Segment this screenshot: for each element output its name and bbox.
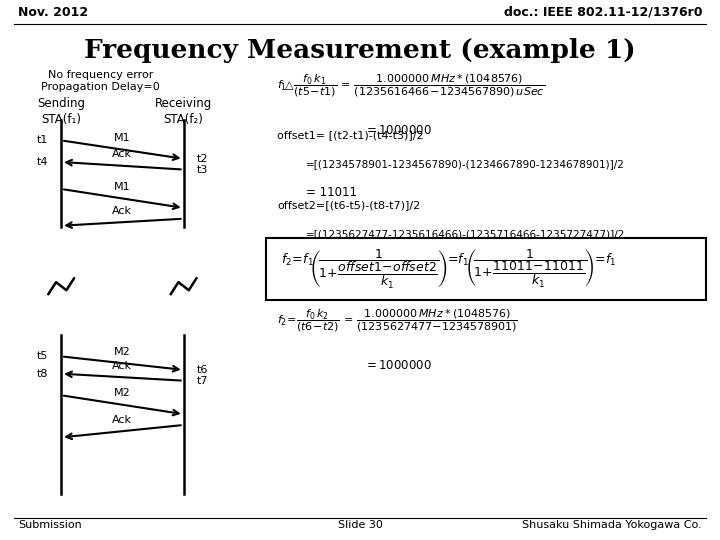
Text: $f_2\!=\!\dfrac{f_0\,k_2}{(t6\!-\!t2)}$$\,=\,\dfrac{1.000000\,MHz*(1048576)}{(12: $f_2\!=\!\dfrac{f_0\,k_2}{(t6\!-\!t2)}$$… <box>277 308 518 334</box>
Text: t7: t7 <box>197 376 208 386</box>
Text: Frequency Measurement (example 1): Frequency Measurement (example 1) <box>84 38 636 63</box>
Text: Shusaku Shimada Yokogawa Co.: Shusaku Shimada Yokogawa Co. <box>523 520 702 530</box>
Text: Ack: Ack <box>112 149 132 159</box>
Text: Propagation Delay=0: Propagation Delay=0 <box>42 82 160 92</box>
Text: t3: t3 <box>197 165 208 174</box>
Text: Ack: Ack <box>112 361 132 370</box>
Text: M1: M1 <box>114 133 131 143</box>
Text: t1: t1 <box>37 136 48 145</box>
Text: $f_1\!\!\bigtriangleup\!\dfrac{f_0\,k_1}{(t5\!-\!t1)}$$\,=\,\dfrac{1.000000\,MHz: $f_1\!\!\bigtriangleup\!\dfrac{f_0\,k_1}… <box>277 73 545 99</box>
Text: Ack: Ack <box>112 206 132 215</box>
Text: $f_2\!=\!f_1\!\left(\!\dfrac{1}{1\!+\!\dfrac{offset1\!-\!offset2}{k_1}}\!\right): $f_2\!=\!f_1\!\left(\!\dfrac{1}{1\!+\!\d… <box>281 247 616 290</box>
Text: $= 1000000$: $= 1000000$ <box>364 124 431 137</box>
Text: t8: t8 <box>37 369 48 379</box>
Text: Sending
STA(f₁): Sending STA(f₁) <box>37 97 85 126</box>
Text: Nov. 2012: Nov. 2012 <box>18 6 88 19</box>
Text: M1: M1 <box>114 182 131 192</box>
Text: Ack: Ack <box>112 415 132 424</box>
Text: $= 1000000$: $= 1000000$ <box>364 359 431 372</box>
Text: t5: t5 <box>37 352 48 361</box>
Text: t6: t6 <box>197 365 208 375</box>
FancyBboxPatch shape <box>266 238 706 300</box>
Text: Receiving
STA(f₂): Receiving STA(f₂) <box>155 97 212 126</box>
Text: M2: M2 <box>114 388 131 399</box>
Text: = 11011: = 11011 <box>306 186 357 199</box>
Text: No frequency error: No frequency error <box>48 70 153 80</box>
Text: t4: t4 <box>37 157 48 167</box>
Text: offset2=[(t6-t5)-(t8-t7)]/2: offset2=[(t6-t5)-(t8-t7)]/2 <box>277 200 420 210</box>
Text: Submission: Submission <box>18 520 82 530</box>
Text: doc.: IEEE 802.11-12/1376r0: doc.: IEEE 802.11-12/1376r0 <box>503 6 702 19</box>
Text: =[(1234578901-1234567890)-(1234667890-1234678901)]/2: =[(1234578901-1234567890)-(1234667890-12… <box>306 159 625 170</box>
Text: =[(1235627477-1235616466)-(1235716466-1235727477)]/2: =[(1235627477-1235616466)-(1235716466-12… <box>306 230 626 240</box>
Text: M2: M2 <box>114 347 131 356</box>
Text: Slide 30: Slide 30 <box>338 520 382 530</box>
Text: offset1= [(t2-t1)-(t4-t3)]/2: offset1= [(t2-t1)-(t4-t3)]/2 <box>277 130 424 140</box>
Text: t2: t2 <box>197 154 208 164</box>
Text: = 11011: = 11011 <box>306 256 357 269</box>
